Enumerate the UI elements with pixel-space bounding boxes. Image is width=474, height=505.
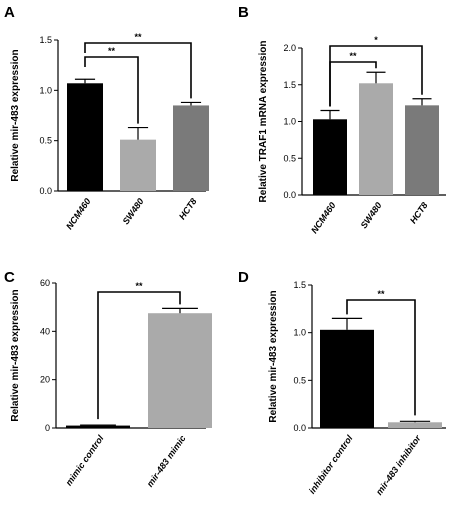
y-tick-label: 0.5	[39, 136, 52, 146]
significance-label: **	[134, 32, 142, 42]
panel-letter: B	[238, 4, 249, 21]
significance-label: **	[377, 289, 385, 299]
significance-label: *	[374, 35, 378, 45]
significance-label: **	[349, 51, 357, 61]
y-axis-label: Relative mir-483 expression	[268, 290, 279, 422]
significance-bracket	[84, 56, 139, 124]
y-tick-label: 0.0	[39, 186, 52, 196]
category-label: mimic control	[64, 433, 106, 487]
category-label: NCM460	[309, 200, 338, 235]
category-label: mir-483 mimic	[145, 433, 188, 488]
significance-label: **	[135, 281, 143, 291]
y-tick-label: 0.5	[283, 153, 296, 163]
y-tick-label: 1.5	[39, 35, 52, 45]
category-label: SW480	[121, 196, 146, 226]
chart-panel-c: C 0 20 40 60 Relative mir-483 expression mimic…	[4, 269, 212, 489]
chart-panel-d: D 0.0 0.5 1.0 1.5 Relative mir-483 expression…	[238, 269, 446, 497]
significance-bracket	[329, 45, 423, 107]
category-label: NCM460	[64, 196, 93, 231]
y-tick-label: 60	[40, 278, 50, 288]
y-tick-label: 20	[40, 375, 50, 385]
panel-letter: C	[4, 269, 15, 286]
y-axis-label: Relative mir-483 expression	[10, 289, 21, 421]
bar	[320, 329, 374, 428]
category-label: HCT8	[408, 200, 430, 225]
y-axis-label: Relative TRAF1 mRNA expression	[258, 41, 269, 203]
y-tick-label: 1.0	[283, 117, 296, 127]
category-label: mir-483 inhibitor	[374, 433, 423, 497]
bar	[173, 105, 209, 191]
bar	[148, 313, 212, 428]
bar	[67, 83, 103, 191]
significance-bracket	[346, 299, 416, 416]
chart-panel-a: A 0.0 0.5 1.0 1.5 Relative mir-483 expression…	[4, 4, 209, 231]
bar	[388, 422, 442, 428]
y-axis-label: Relative mir-483 expression	[10, 49, 21, 181]
y-tick-label: 1.5	[283, 80, 296, 90]
y-tick-label: 2.0	[283, 43, 296, 53]
significance-label: **	[108, 46, 116, 56]
category-label: inhibitor control	[307, 433, 355, 496]
y-tick-label: 40	[40, 326, 50, 336]
category-label: SW480	[359, 200, 384, 230]
y-tick-label: 0.0	[283, 190, 296, 200]
y-tick-label: 0.5	[293, 375, 306, 385]
bar	[359, 83, 393, 195]
significance-bracket	[97, 291, 181, 420]
panel-letter: D	[238, 269, 249, 286]
significance-bracket	[84, 42, 192, 99]
chart-panel-b: B 0.0 0.5 1.0 1.5 2.0 Relative TRAF1 mRNA expr…	[238, 4, 446, 235]
y-tick-label: 1.0	[39, 85, 52, 95]
y-tick-label: 0.0	[293, 423, 306, 433]
bar	[313, 119, 347, 195]
bar	[405, 105, 439, 195]
panel-letter: A	[4, 4, 15, 21]
y-tick-label: 0	[45, 423, 50, 433]
y-tick-label: 1.5	[293, 280, 306, 290]
category-label: HCT8	[177, 196, 199, 221]
bar	[120, 139, 156, 191]
bar	[66, 425, 130, 428]
y-tick-label: 1.0	[293, 328, 306, 338]
